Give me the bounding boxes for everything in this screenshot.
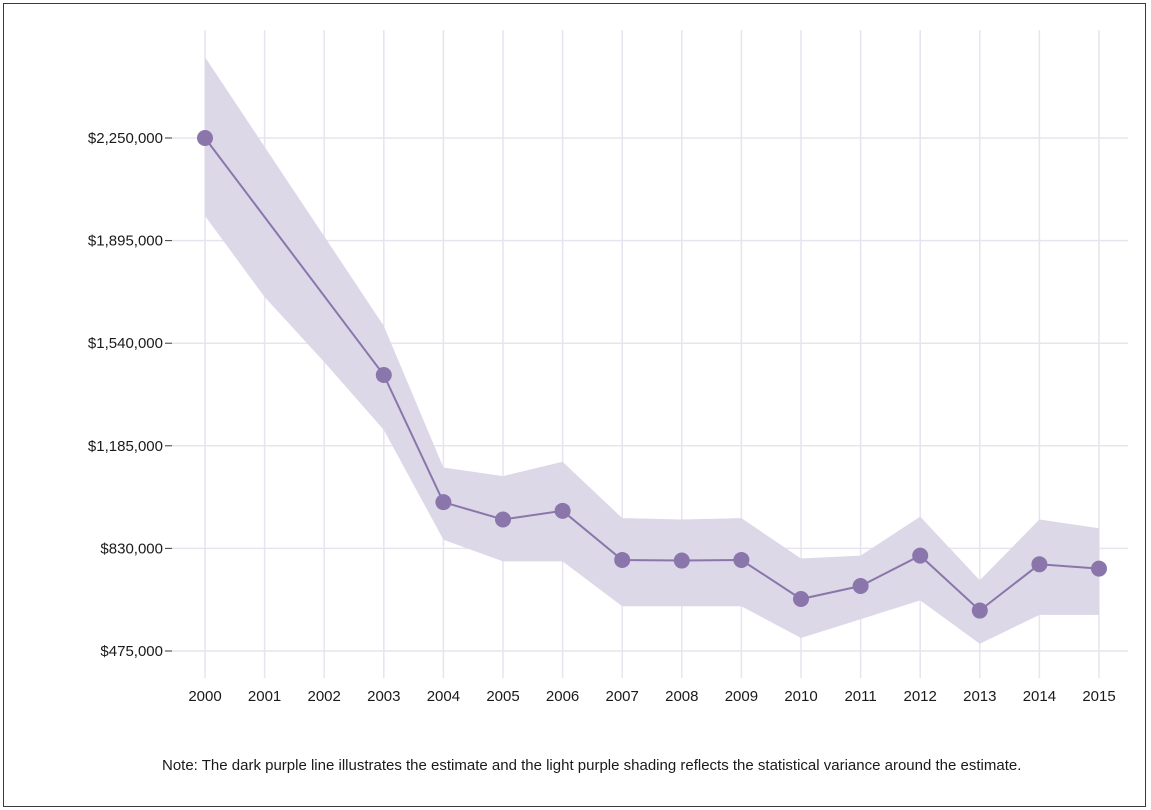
estimate-point-2012 bbox=[912, 547, 929, 564]
y-tick-label-2: $1,185,000 bbox=[88, 438, 163, 455]
estimate-point-2013 bbox=[971, 602, 988, 619]
estimate-point-2004 bbox=[435, 494, 452, 511]
estimate-point-2007 bbox=[614, 551, 631, 568]
estimate-point-2003 bbox=[375, 366, 392, 383]
estimate-point-2010 bbox=[793, 590, 809, 607]
x-tick-label-2003: 2003 bbox=[367, 688, 400, 705]
estimate-point-2011 bbox=[852, 577, 869, 594]
estimate-point-2009 bbox=[733, 551, 750, 568]
chart-note: Note: The dark purple line illustrates t… bbox=[162, 757, 1022, 774]
x-tick-label-2014: 2014 bbox=[1023, 688, 1056, 705]
x-tick-label-2001: 2001 bbox=[248, 688, 281, 705]
estimate-point-2015 bbox=[1091, 560, 1107, 577]
x-tick-label-2004: 2004 bbox=[427, 688, 460, 705]
estimate-point-2008 bbox=[673, 552, 690, 569]
y-tick-label-3: $1,540,000 bbox=[88, 335, 163, 352]
x-tick-label-2009: 2009 bbox=[725, 688, 758, 705]
x-tick-label-2011: 2011 bbox=[844, 688, 876, 705]
y-tick-label-4: $1,895,000 bbox=[88, 233, 163, 250]
x-tick-label-2013: 2013 bbox=[963, 688, 996, 705]
y-tick-label-0: $475,000 bbox=[100, 643, 163, 660]
y-tick-label-1: $830,000 bbox=[100, 540, 163, 557]
chart-frame bbox=[3, 3, 1146, 807]
estimate-point-2000 bbox=[197, 130, 213, 146]
estimate-point-2006 bbox=[554, 502, 571, 519]
y-tick-label-5: $2,250,000 bbox=[88, 130, 163, 147]
x-tick-label-2000: 2000 bbox=[188, 688, 221, 705]
x-tick-label-2008: 2008 bbox=[665, 688, 698, 705]
x-tick-label-2015: 2015 bbox=[1082, 688, 1115, 705]
x-tick-label-2007: 2007 bbox=[606, 688, 639, 705]
estimate-line bbox=[204, 137, 1100, 612]
variance-band bbox=[205, 57, 1099, 644]
x-tick-label-2005: 2005 bbox=[486, 688, 519, 705]
estimate-point-2005 bbox=[495, 511, 511, 528]
estimate-point-2014 bbox=[1031, 556, 1048, 573]
x-tick-label-2002: 2002 bbox=[308, 688, 341, 705]
x-tick-label-2010: 2010 bbox=[784, 688, 817, 705]
x-tick-label-2012: 2012 bbox=[904, 688, 937, 705]
x-tick-label-2006: 2006 bbox=[546, 688, 579, 705]
